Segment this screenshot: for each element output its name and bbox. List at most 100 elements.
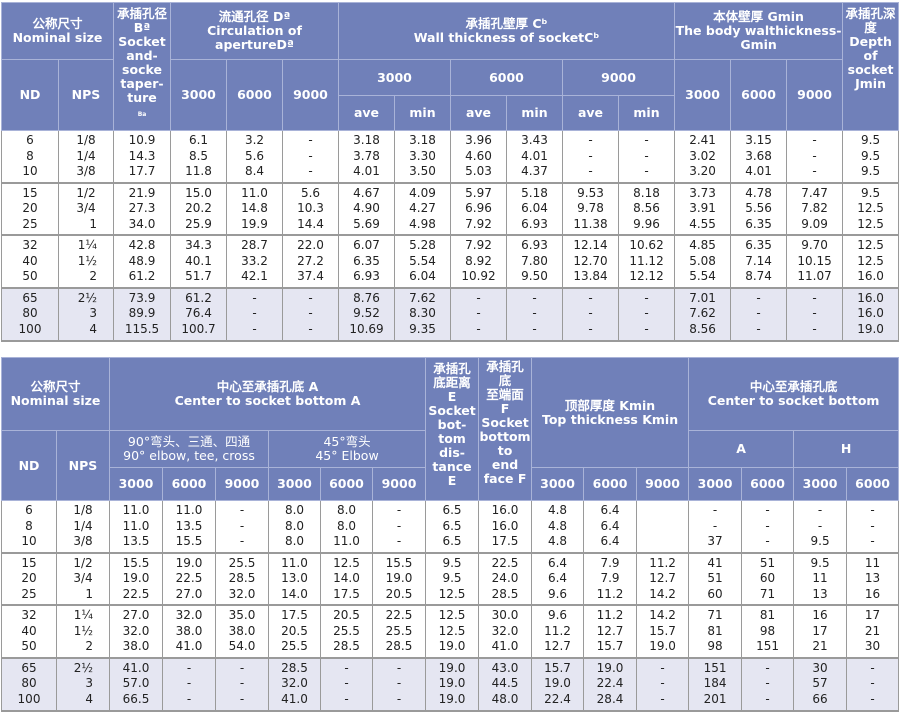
nd-cell: 15 20 25 [1, 182, 59, 236]
cell-value: 8.0 [284, 534, 305, 548]
cell-value: 17.7 [128, 164, 156, 178]
cell-value: 22.5 [385, 608, 413, 622]
cell-value: 19.0 [438, 660, 466, 675]
cell-value: 6.07 [353, 238, 380, 252]
header-g-3000: 3000 [674, 59, 732, 131]
cell-value: 9.5 [861, 164, 881, 178]
cell-value: - [644, 306, 649, 320]
cell-value: 9.09 [801, 216, 828, 231]
cell-value: - [532, 321, 537, 336]
cell-value: 151 [703, 660, 727, 675]
cell-value: 32.0 [491, 623, 519, 638]
cell-value: 9.6 [547, 586, 568, 601]
header-nominal-size: 公称尺寸 Nominal size [1, 357, 110, 431]
value-cell: 6.35 7.14 8.74 [730, 235, 788, 289]
cell-value: 24.0 [491, 571, 519, 585]
header-c-9000-min: min [617, 95, 676, 131]
value-cell: 11.2 12.7 15.7 [583, 605, 638, 659]
cell-value: - [588, 133, 593, 147]
cell-value: 3.2 [244, 133, 265, 147]
cell-value: 19.0 [438, 639, 466, 653]
header-nps: NPS [56, 430, 110, 501]
cell-value: 28.7 [241, 238, 268, 252]
value-cell: 7.01 7.62 8.56 [674, 287, 732, 342]
cell-value: 81 [707, 623, 723, 638]
header-body-wall-thickness: 本体壁厚 Gmin The body walthickness- Gmin [674, 2, 844, 60]
value-cell: 6.4 6.4 9.6 [531, 552, 585, 606]
cell-value: - [396, 534, 402, 548]
value-cell: --- [450, 287, 507, 342]
cell-value: - [186, 676, 192, 690]
cell-value: - [870, 691, 875, 706]
value-cell: 5.28 5.54 6.04 [394, 235, 451, 289]
cell-value: 1 [85, 586, 93, 601]
cell-value: 15.0 [185, 185, 212, 200]
cell-value: 6.93 [353, 269, 380, 283]
cell-value: 15.5 [122, 555, 150, 570]
cell-value: 8.30 [409, 306, 436, 320]
value-cell: 2.41 3.02 3.20 [674, 130, 732, 184]
cell-value: 6.4 [600, 534, 620, 548]
cell-value: 19.0 [385, 571, 413, 585]
cell-value: - [660, 691, 665, 706]
cell-value: 40.1 [185, 253, 212, 268]
cell-value: - [252, 321, 257, 336]
cell-value: 98 [759, 623, 776, 638]
cell-value: 40 [22, 253, 38, 268]
cell-value: - [660, 660, 665, 675]
cell-value: 48.0 [491, 691, 519, 706]
value-cell: 41.0 57.0 66.5 [109, 657, 163, 712]
value-cell: --- [636, 657, 690, 712]
cell-value: 12.5 [857, 238, 884, 252]
cell-value: 9.53 [577, 185, 604, 200]
cell-value: 73.9 [128, 290, 156, 305]
cell-value: 22.5 [122, 586, 150, 601]
cell-value: - [252, 290, 257, 305]
cell-value: 5.18 [521, 185, 548, 200]
value-cell: 10.62 11.12 12.12 [617, 235, 676, 289]
row-group: 32 40 50 1¼ 1½ 2 27.0 32.0 38.0 32.0 38.0 41.0 35.0 3… [1, 605, 900, 659]
cell-value: 9.5 [861, 148, 881, 163]
cell-value: 3 [89, 306, 97, 320]
value-cell: 25.5 28.5 32.0 [215, 552, 269, 606]
cell-value: 20 [22, 201, 38, 215]
cell-value: - [712, 518, 718, 533]
cell-value: 11.38 [573, 216, 608, 231]
value-cell: --- [786, 287, 844, 342]
value-cell: 81 98 151 [741, 605, 795, 659]
cell-value: 28.5 [333, 639, 360, 653]
value-cell: --- [741, 657, 795, 712]
value-cell: 3.2 5.6 8.4 [226, 130, 283, 184]
cell-value: 201 [703, 691, 727, 706]
cell-value: 3.18 [409, 133, 436, 147]
header-c-3000: 3000 [338, 59, 451, 96]
cell-value: 65 [21, 660, 37, 675]
cell-value: 32 [22, 238, 38, 252]
value-cell: 9.6 11.2 12.7 [531, 605, 585, 659]
header-circulation-aperture: 流通孔径 Dª Circulation of apertureDª [170, 2, 339, 60]
cell-value: 33.2 [241, 253, 268, 268]
cell-value: 19.0 [649, 639, 676, 653]
cell-value: 17.5 [281, 608, 308, 622]
value-cell: 12.5 12.5 16.0 [842, 235, 900, 289]
cell-value: 10.3 [297, 201, 324, 215]
cell-value: 12.70 [573, 253, 608, 268]
cell-value: 6.93 [521, 238, 548, 252]
cell-value: 35.0 [228, 608, 256, 622]
cell-value: 6 [25, 503, 33, 517]
cell-value: 15.7 [649, 623, 676, 638]
header-a: A [688, 430, 795, 468]
cell-value: 3.02 [689, 148, 716, 163]
cell-value: 3.91 [689, 201, 716, 215]
cell-value: 19.9 [241, 216, 268, 231]
cell-value: - [812, 164, 817, 178]
value-cell: 4.78 5.56 6.35 [730, 182, 788, 236]
value-cell: 43.0 44.5 48.0 [478, 657, 533, 712]
cell-value: - [765, 518, 770, 533]
cell-value: - [812, 306, 817, 320]
value-cell: --- [617, 287, 676, 342]
cell-value: 7.9 [600, 555, 620, 570]
cell-value: 1/4 [73, 518, 93, 533]
cell-value: 15 [22, 185, 38, 200]
header-socket-bore: 承插孔径 Bª Socket and- socke taper- ture Ba [113, 2, 171, 131]
